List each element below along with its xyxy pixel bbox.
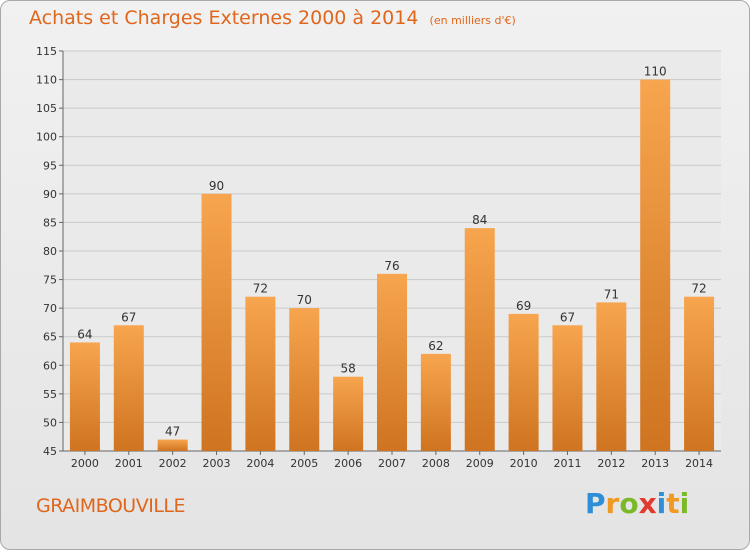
x-tick-label: 2012 [597,457,625,470]
bar-value-label: 62 [428,339,443,353]
y-tick-label: 100 [36,131,57,144]
bar-value-label: 47 [165,425,180,439]
x-tick-label: 2011 [553,457,581,470]
bar-value-label: 64 [77,327,92,341]
logo-letter: i [656,487,667,520]
bar-value-label: 58 [340,362,355,376]
x-tick-label: 2007 [378,457,406,470]
bar [596,302,627,451]
x-tick-label: 2008 [422,457,450,470]
bar [552,325,583,451]
chart-title: Achats et Charges Externes 2000 à 2014 [29,7,419,29]
bar [157,439,188,451]
logo-letter: P [585,487,606,520]
bar-value-label: 84 [472,213,487,227]
logo-letter: i [679,487,690,520]
x-tick-label: 2003 [203,457,231,470]
bar [289,308,320,451]
bar-value-label: 67 [560,310,575,324]
logo-letter: x [638,487,657,520]
y-tick-label: 50 [43,416,57,429]
y-tick-label: 55 [43,388,57,401]
logo-letter: t [666,487,680,520]
x-tick-label: 2001 [115,457,143,470]
y-tick-label: 75 [43,274,57,287]
y-tick-label: 85 [43,216,57,229]
bar [113,325,144,451]
y-tick-label: 65 [43,331,57,344]
x-tick-label: 2013 [641,457,669,470]
y-tick-label: 45 [43,445,57,458]
bar-value-label: 69 [516,299,531,313]
bar-value-label: 72 [691,282,706,296]
bar-value-label: 67 [121,310,136,324]
x-tick-label: 2005 [290,457,318,470]
logo-letter: r [605,487,620,520]
bar-value-label: 70 [297,293,312,307]
x-tick-label: 2009 [466,457,494,470]
bar [420,353,451,451]
bar-value-label: 90 [209,179,224,193]
logo-letter: o [619,487,639,520]
bar [508,313,539,451]
y-tick-label: 90 [43,188,57,201]
x-tick-label: 2010 [510,457,538,470]
proxiti-logo[interactable]: Proxiti [585,487,689,520]
x-tick-label: 2006 [334,457,362,470]
x-tick-label: 2014 [685,457,713,470]
y-tick-label: 110 [36,74,57,87]
bar [684,296,715,451]
x-tick-label: 2004 [246,457,274,470]
unit-note: (en milliers d'€) [429,14,516,27]
bar-value-label: 72 [253,282,268,296]
y-tick-label: 70 [43,302,57,315]
bar [333,376,364,451]
y-tick-label: 60 [43,359,57,372]
bar-value-label: 71 [604,287,619,301]
y-tick-label: 105 [36,102,57,115]
bar [640,79,671,452]
y-tick-label: 95 [43,159,57,172]
bar-value-label: 110 [644,65,667,79]
bar [201,193,232,451]
bar [245,296,276,451]
bar [377,273,407,451]
bar [69,342,100,451]
bar-value-label: 76 [384,259,399,273]
commune-name: GRAIMBOUVILLE [36,495,186,517]
y-tick-label: 115 [36,45,57,58]
chart-title-row: Achats et Charges Externes 2000 à 2014 (… [29,7,516,29]
y-tick-label: 80 [43,245,57,258]
bar [464,228,495,451]
x-tick-label: 2000 [71,457,99,470]
x-tick-label: 2002 [159,457,187,470]
